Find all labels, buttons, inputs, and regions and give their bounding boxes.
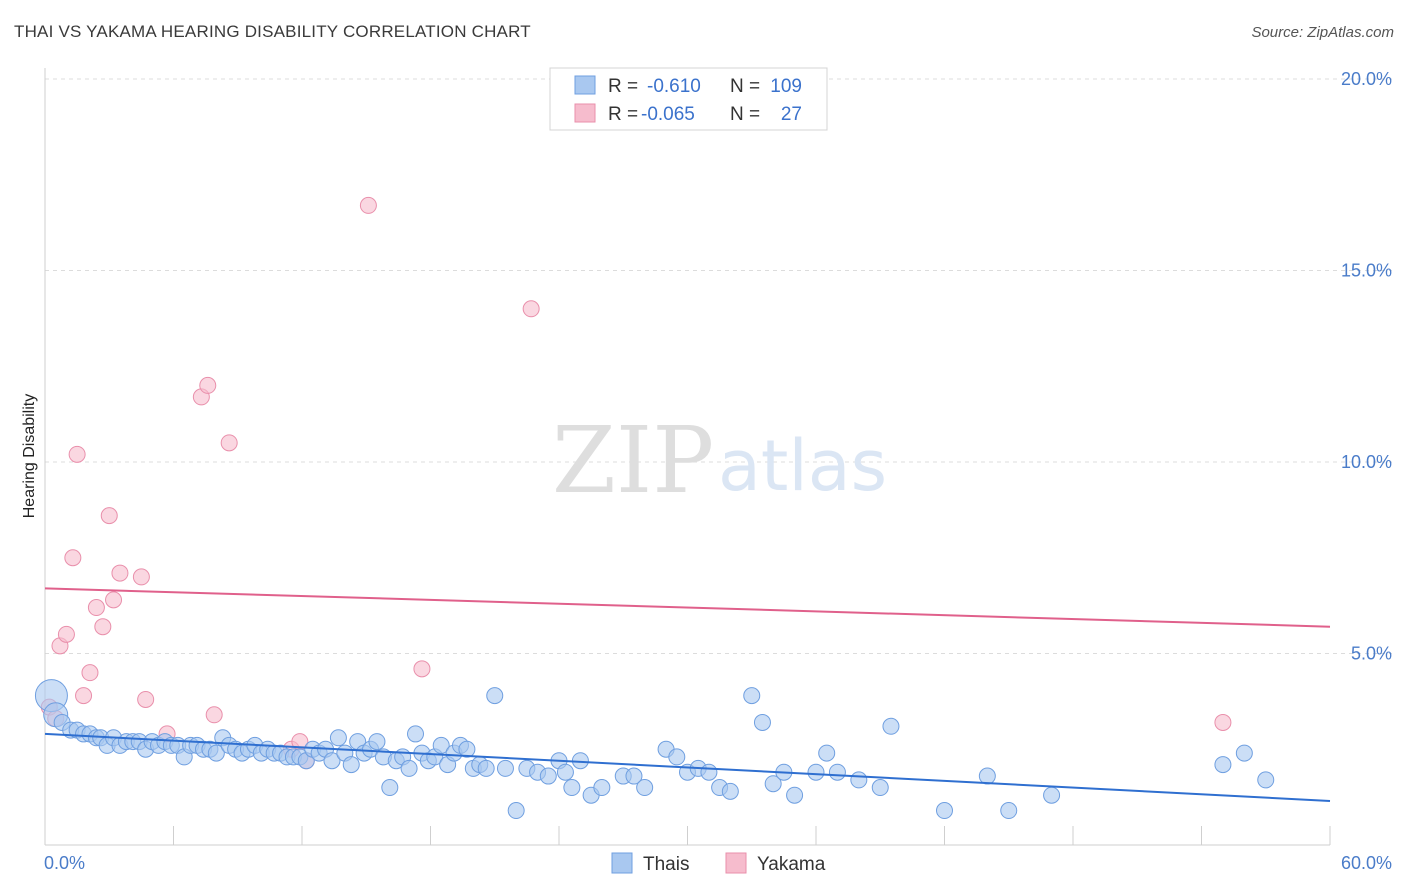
thai-points bbox=[34, 679, 1275, 820]
thai-point-88 bbox=[700, 763, 718, 781]
trend-line-yakama bbox=[44, 587, 1331, 628]
thai-point-96 bbox=[807, 763, 825, 781]
yakama-point-8 bbox=[87, 599, 105, 617]
thai-point-61 bbox=[432, 736, 450, 754]
thai-point-85 bbox=[668, 748, 686, 766]
legend-n-value-thais: 109 bbox=[770, 76, 802, 97]
thai-point-93 bbox=[764, 775, 782, 793]
thai-point-105 bbox=[1043, 786, 1061, 804]
x-tick-label-0: 0.0% bbox=[44, 853, 85, 873]
thai-point-90 bbox=[721, 782, 739, 800]
yakama-point-26 bbox=[1214, 713, 1232, 731]
yakama-point-3 bbox=[57, 625, 75, 643]
yakama-point-9 bbox=[94, 618, 112, 636]
thai-point-65 bbox=[458, 740, 476, 758]
yakama-point-24 bbox=[413, 660, 431, 678]
y-tick-label-3: 20.0% bbox=[1341, 69, 1392, 89]
thai-point-47 bbox=[342, 756, 360, 774]
thai-point-69 bbox=[486, 687, 504, 705]
y-axis-label: Hearing Disability bbox=[21, 394, 38, 519]
yakama-point-25 bbox=[522, 300, 540, 318]
legend-swatch-thais bbox=[574, 75, 596, 95]
thai-point-44 bbox=[323, 752, 341, 770]
yakama-point-10 bbox=[100, 507, 118, 525]
trend-lines bbox=[44, 587, 1331, 802]
series-legend: Thais Yakama bbox=[611, 852, 826, 875]
thai-point-95 bbox=[786, 786, 804, 804]
yakama-point-13 bbox=[132, 568, 150, 586]
thai-point-83 bbox=[636, 779, 654, 797]
source-label: Source: ZipAtlas.com bbox=[1251, 24, 1394, 41]
thai-point-77 bbox=[563, 779, 581, 797]
yakama-point-19 bbox=[220, 434, 238, 452]
thai-point-26 bbox=[207, 744, 225, 762]
y-tick-label-2: 15.0% bbox=[1341, 261, 1392, 281]
yakama-point-17 bbox=[199, 376, 217, 394]
bottom-legend-swatch-thais bbox=[611, 852, 633, 874]
thai-point-106 bbox=[1214, 756, 1232, 774]
thai-point-53 bbox=[381, 779, 399, 797]
grid-lines bbox=[45, 78, 1392, 654]
yakama-point-6 bbox=[75, 687, 93, 705]
thai-point-107 bbox=[1235, 744, 1253, 762]
thai-point-100 bbox=[871, 779, 889, 797]
x-tick-labels: 0.0% 60.0% bbox=[44, 853, 1392, 873]
thai-point-92 bbox=[753, 713, 771, 731]
yakama-point-23 bbox=[359, 196, 377, 214]
thai-point-70 bbox=[496, 759, 514, 777]
legend-n-label-yakama: N = bbox=[730, 104, 760, 125]
y-tick-labels: 5.0% 10.0% 15.0% 20.0% bbox=[1341, 69, 1392, 664]
watermark-zip: ZIP bbox=[552, 407, 714, 514]
y-tick-label-1: 10.0% bbox=[1341, 452, 1392, 472]
legend-n-label-thais: N = bbox=[730, 76, 760, 97]
thai-point-45 bbox=[329, 729, 347, 747]
thai-point-102 bbox=[936, 802, 953, 820]
watermark-atlas: atlas bbox=[718, 425, 887, 507]
yakama-point-14 bbox=[137, 690, 155, 708]
legend-r-value-yakama: -0.065 bbox=[641, 104, 695, 125]
yakama-point-11 bbox=[105, 591, 123, 609]
thai-point-57 bbox=[407, 725, 425, 743]
legend-swatch-yakama bbox=[574, 103, 596, 123]
yakama-point-4 bbox=[64, 549, 82, 567]
thai-point-82 bbox=[625, 767, 643, 785]
yakama-point-5 bbox=[68, 445, 86, 463]
legend-r-value-thais: -0.610 bbox=[647, 76, 701, 97]
thai-point-68 bbox=[477, 759, 495, 777]
thai-point-98 bbox=[828, 763, 846, 781]
thai-point-74 bbox=[539, 767, 557, 785]
thai-point-80 bbox=[593, 779, 611, 797]
thai-point-108 bbox=[1257, 771, 1275, 789]
thai-point-99 bbox=[850, 771, 868, 789]
x-tick-label-1: 60.0% bbox=[1341, 853, 1392, 873]
thai-point-51 bbox=[368, 733, 386, 751]
axes bbox=[44, 68, 1331, 846]
thai-point-71 bbox=[507, 802, 525, 820]
thai-point-56 bbox=[400, 759, 418, 777]
thai-point-97 bbox=[818, 744, 836, 762]
legend-n-value-yakama: 27 bbox=[781, 104, 802, 125]
bottom-legend-label-yakama: Yakama bbox=[757, 854, 826, 875]
thai-point-91 bbox=[743, 687, 761, 705]
thai-point-104 bbox=[1000, 802, 1018, 820]
bottom-legend-swatch-yakama bbox=[725, 852, 747, 874]
trend-line-thais bbox=[44, 732, 1331, 802]
y-tick-label-0: 5.0% bbox=[1351, 644, 1392, 664]
correlation-legend: R = -0.610 N = 109 R = -0.065 N = 27 bbox=[549, 67, 828, 131]
thai-point-103 bbox=[978, 767, 996, 785]
yakama-point-18 bbox=[205, 706, 223, 724]
chart-title: THAI VS YAKAMA HEARING DISABILITY CORREL… bbox=[14, 22, 531, 41]
yakama-point-7 bbox=[81, 664, 99, 682]
thai-point-101 bbox=[882, 717, 900, 735]
bottom-legend-label-thais: Thais bbox=[643, 854, 689, 875]
yakama-point-12 bbox=[111, 564, 129, 582]
legend-r-label-thais: R = bbox=[608, 76, 638, 97]
legend-r-label-yakama: R = bbox=[608, 104, 638, 125]
thai-point-76 bbox=[556, 763, 574, 781]
